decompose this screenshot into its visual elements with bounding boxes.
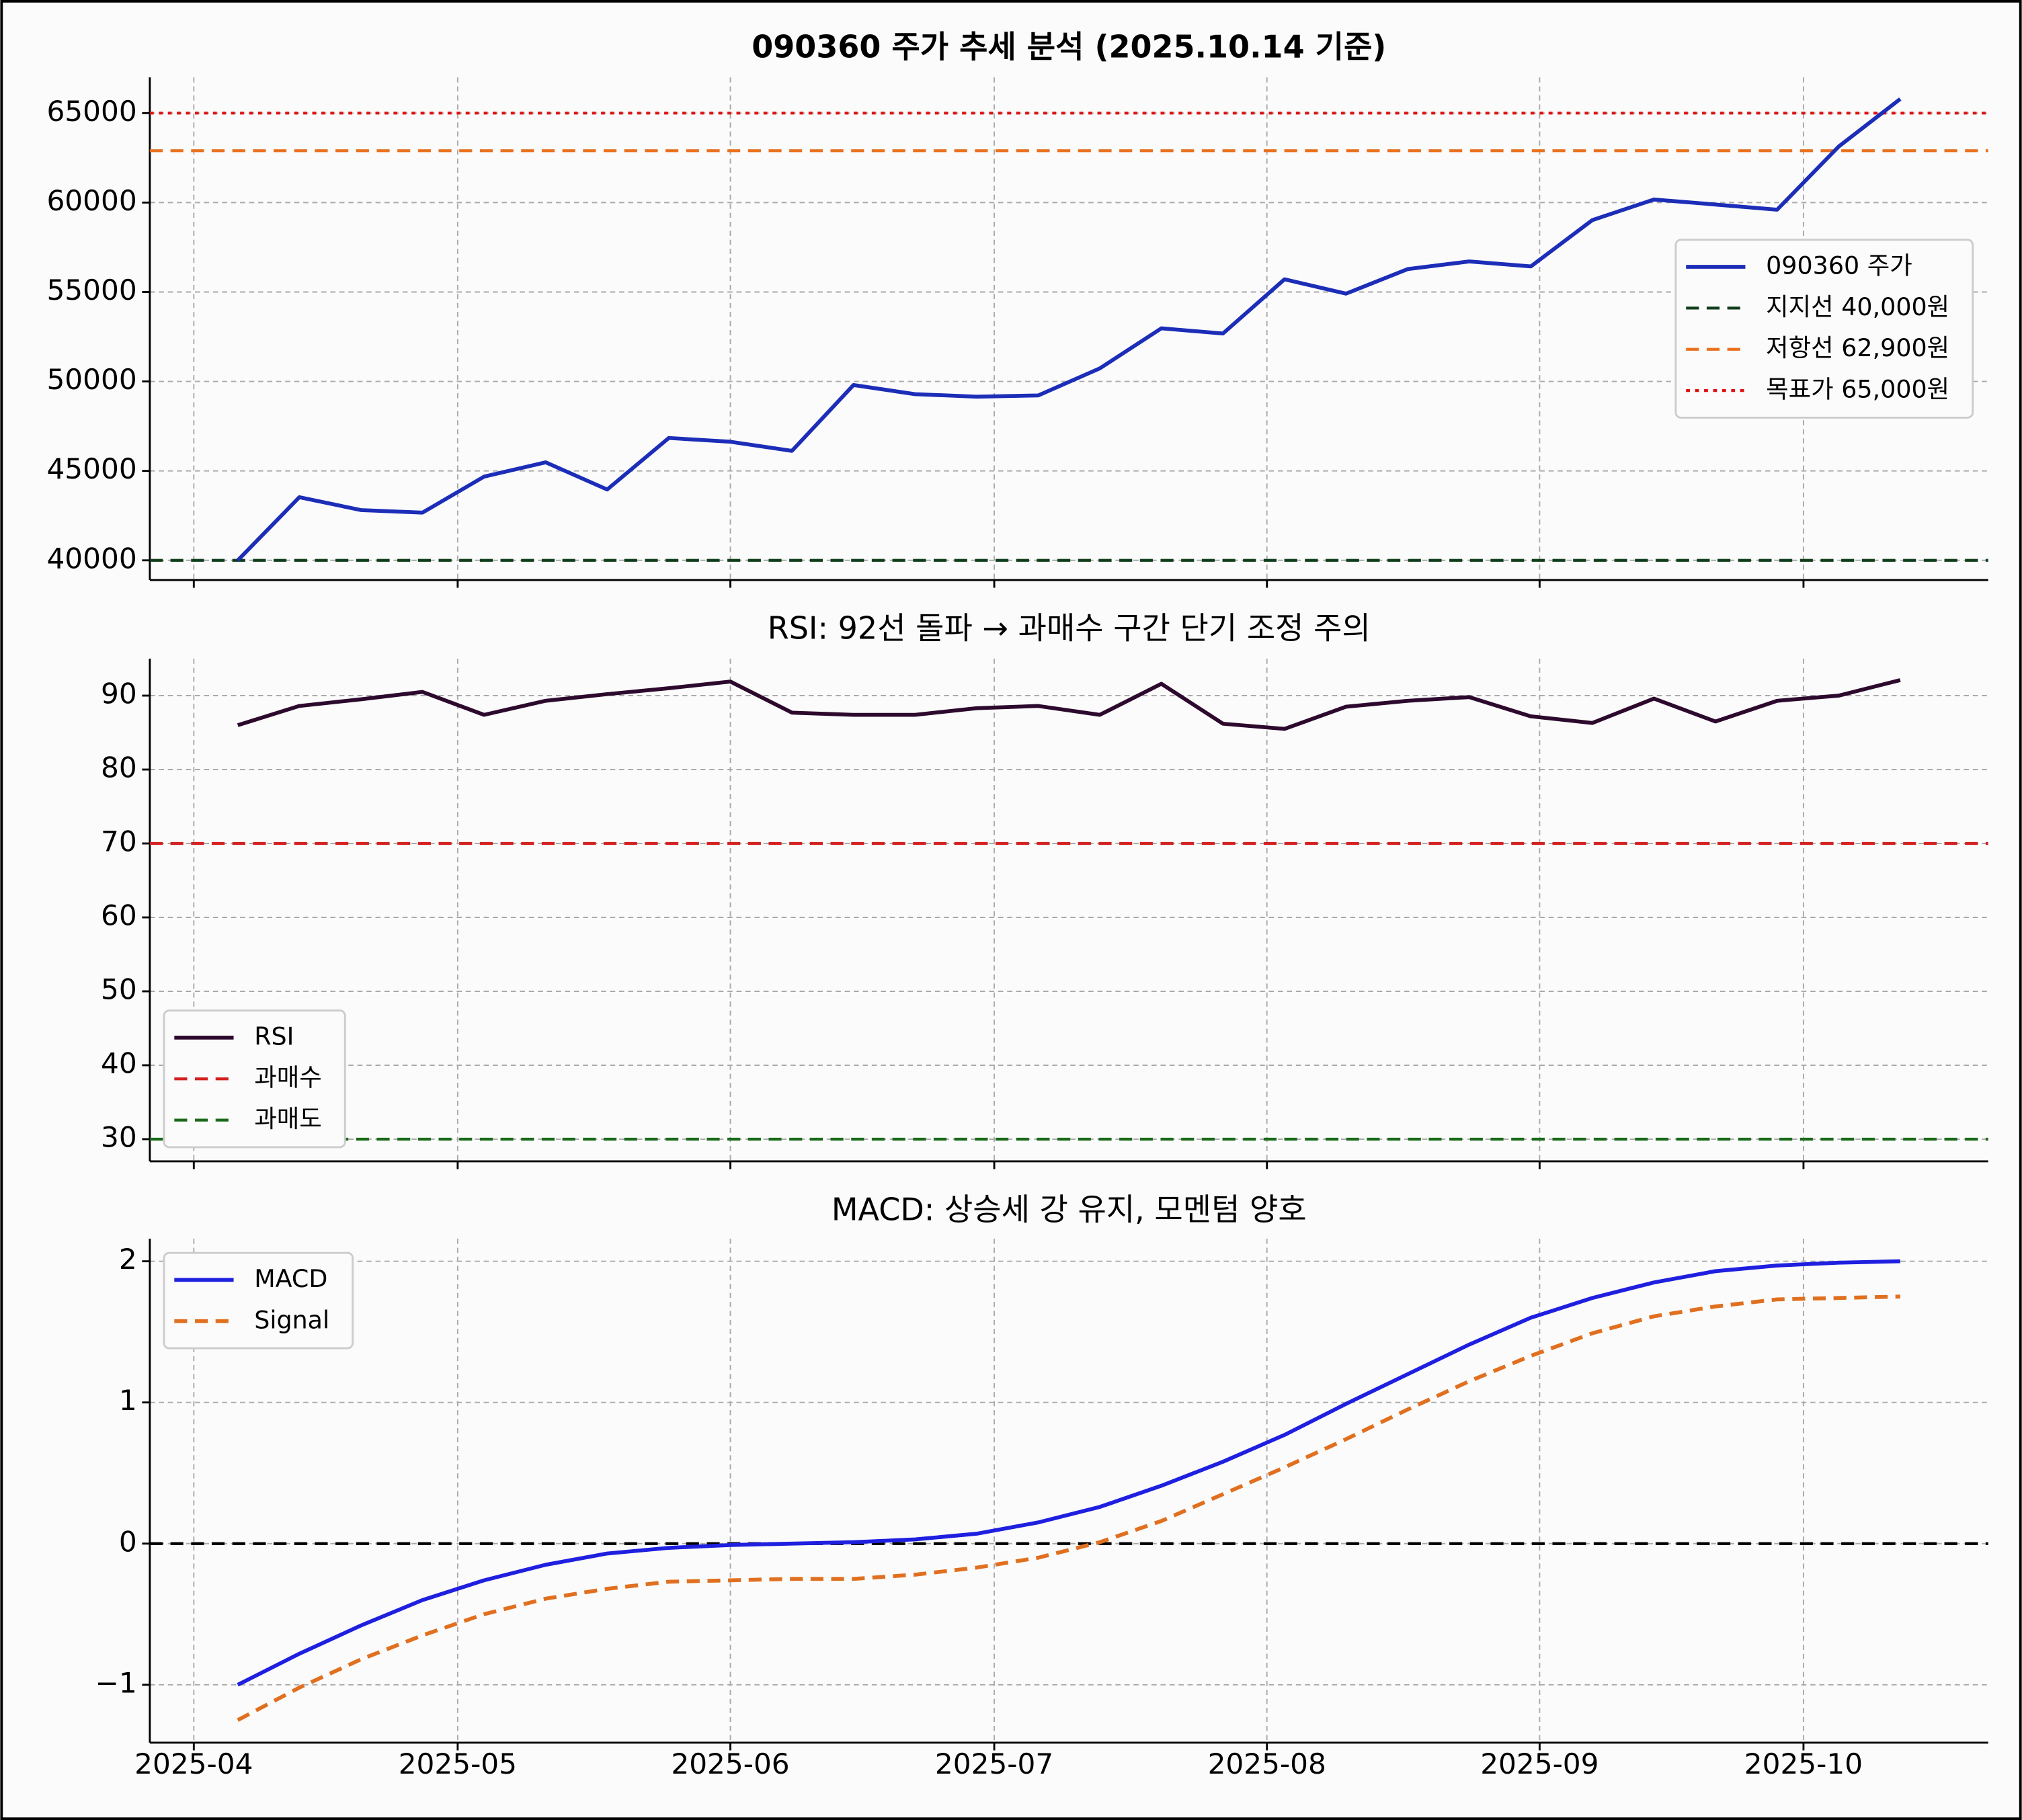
legend-label: 목표가 65,000원 (1766, 375, 1949, 404)
chart-title: RSI: 92선 돌파 → 과매수 구간 단기 조정 주의 (768, 610, 1371, 646)
legend-label: Signal (254, 1305, 329, 1334)
legend-label: 과매수 (254, 1063, 322, 1092)
legend-label: MACD (254, 1264, 327, 1293)
y-tick-label: 55000 (46, 274, 136, 306)
y-tick-label: 45000 (46, 452, 136, 485)
legend-box (163, 1251, 354, 1350)
data-line (236, 97, 1902, 562)
y-tick-label: 0 (119, 1525, 137, 1558)
x-tick-label: 2025-09 (1480, 1747, 1599, 1780)
y-tick-label: −1 (95, 1666, 136, 1699)
x-tick-label: 2025-07 (935, 1747, 1053, 1780)
data-line (237, 1294, 1900, 1722)
legend-box (1674, 239, 1974, 419)
legend-label: 지지선 40,000원 (1766, 292, 1949, 321)
legend-label: 과매도 (254, 1104, 322, 1133)
legend-box (163, 1009, 346, 1149)
y-tick-label: 80 (101, 751, 137, 784)
x-tick-label: 2025-10 (1744, 1747, 1863, 1780)
y-tick-label: 60 (101, 899, 137, 932)
y-tick-label: 50000 (46, 363, 136, 396)
y-tick-label: 40000 (46, 542, 136, 575)
y-tick-label: 40 (101, 1046, 137, 1079)
y-tick-label: 70 (101, 825, 137, 858)
legend-label: RSI (254, 1022, 294, 1050)
y-tick-label: 90 (101, 677, 137, 710)
legend-label: 090360 주가 (1766, 251, 1912, 280)
x-tick-label: 2025-04 (134, 1747, 253, 1780)
chart-title: MACD: 상승세 강 유지, 모멘텀 양호 (832, 1191, 1307, 1227)
legend: MACD Signal (163, 1251, 354, 1350)
data-line (237, 678, 1901, 731)
y-tick-label: 60000 (46, 184, 136, 217)
y-tick-label: 65000 (46, 95, 136, 128)
x-tick-label: 2025-06 (671, 1747, 789, 1780)
x-tick-label: 2025-08 (1208, 1747, 1326, 1780)
legend-label: 저항선 62,900원 (1766, 333, 1949, 362)
y-tick-label: 50 (101, 973, 137, 1005)
y-tick-label: 1 (119, 1384, 137, 1417)
chart-title: 090360 주가 추세 분석 (2025.10.14 기준) (752, 28, 1386, 65)
data-line (237, 1259, 1900, 1687)
y-tick-label: 30 (101, 1120, 137, 1153)
y-tick-label: 2 (119, 1243, 137, 1276)
x-tick-label: 2025-05 (399, 1747, 517, 1780)
